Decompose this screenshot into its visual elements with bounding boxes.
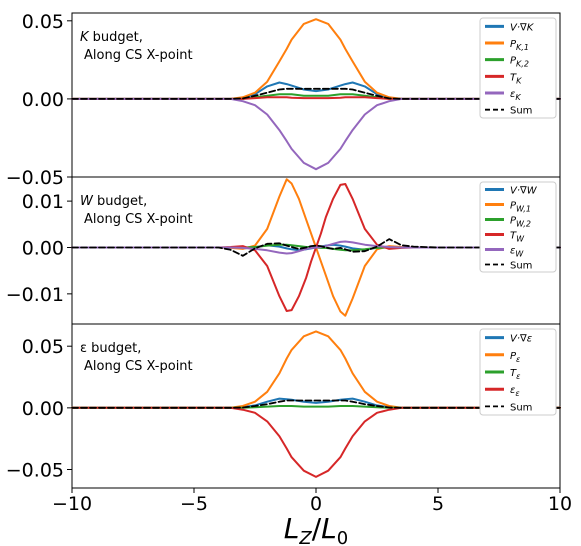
series-line-5 xyxy=(71,399,561,409)
legend-label: TK xyxy=(510,72,522,85)
x-axis: −10 −5 0 5 10 xyxy=(52,488,572,515)
panel-annotation-line2: Along CS X-point xyxy=(84,48,193,63)
y-tick-label: 0.05 xyxy=(22,11,64,33)
panel-annotation: W budget, xyxy=(80,194,147,209)
chart-panel-1: −0.05 0.00 0.05 K budget, Along CS X-point V·… xyxy=(6,11,561,189)
panel-annotation: K budget, xyxy=(80,30,143,45)
y-tick-label: 0.00 xyxy=(22,89,64,111)
panel-annotation: ε budget, xyxy=(80,341,141,356)
x-tick-label: −10 xyxy=(52,493,92,515)
chart-panel-3: −0.05 0.00 0.05 ε budget, Along CS X-point V·… xyxy=(6,323,561,489)
legend-label: V·∇W xyxy=(510,186,538,197)
legend-label: V·∇ε xyxy=(510,334,533,345)
legend-label: Tε xyxy=(510,368,521,381)
series-line-5 xyxy=(71,240,561,255)
series-line-6 xyxy=(71,238,561,257)
legend: V·∇ε Pε Tε εε Sum xyxy=(479,328,557,416)
legend-label: Pε xyxy=(510,351,521,364)
legend-label: Sum xyxy=(510,402,532,413)
legend-label: εε xyxy=(510,385,520,398)
y-tick-label: −0.05 xyxy=(6,167,64,189)
series-line-6 xyxy=(71,87,561,100)
legend: V·∇K PK,1 PK,2 TK εK Sum xyxy=(479,17,557,119)
x-tick-label: 0 xyxy=(310,493,322,515)
legend-label: PK,1 xyxy=(510,39,529,52)
y-tick-label: −0.05 xyxy=(6,460,64,482)
y-tick-label: 0.05 xyxy=(22,336,64,358)
legend-label: V·∇K xyxy=(510,22,535,33)
x-tick-label: −5 xyxy=(180,493,208,515)
legend-label: TW xyxy=(510,231,525,244)
y-tick-label: 0.01 xyxy=(22,191,64,213)
legend-box xyxy=(479,328,557,416)
y-tick-label: −0.01 xyxy=(6,284,64,306)
x-tick-label: 10 xyxy=(548,493,572,515)
chart-panel-2: −0.01 0.00 0.01 W budget, Along CS X-point V·… xyxy=(6,176,561,325)
legend-label: Sum xyxy=(510,261,532,272)
legend-label: Sum xyxy=(510,106,532,117)
panel-annotation-line2: Along CS X-point xyxy=(84,212,193,227)
legend-label: PK,2 xyxy=(510,56,529,69)
legend-label: PW,2 xyxy=(510,216,531,229)
legend-label: PW,1 xyxy=(510,201,531,214)
x-tick-label: 5 xyxy=(432,493,444,515)
legend-label: εW xyxy=(510,246,524,259)
series-line-5 xyxy=(71,97,561,171)
y-tick-label: 0.00 xyxy=(22,237,64,259)
panel-annotation-line2: Along CS X-point xyxy=(84,359,193,374)
series-line-2 xyxy=(71,330,561,409)
legend-label: εK xyxy=(510,89,521,102)
legend: V·∇W PW,1 PW,2 TW εW Sum xyxy=(479,181,557,273)
y-tick-label: 0.00 xyxy=(22,398,64,420)
series-line-4 xyxy=(71,406,561,478)
x-axis-label: LZ/L0 xyxy=(284,512,348,546)
